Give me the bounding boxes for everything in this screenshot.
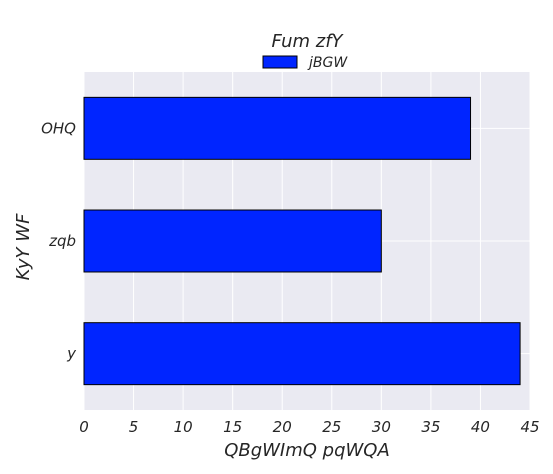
- x-axis-title: QBgWImQ pqWQA: [224, 440, 390, 461]
- bar-zqb: [83, 209, 382, 273]
- y-tick-label: OHQ: [41, 119, 76, 137]
- bar-y: [83, 322, 521, 386]
- x-tick-label: 0: [79, 418, 89, 436]
- bars: [83, 96, 521, 386]
- x-tick-label: 40: [471, 418, 490, 436]
- legend-swatch: [262, 55, 298, 69]
- x-tick-label: 10: [174, 418, 193, 436]
- chart-title: Fum zfY: [271, 31, 344, 52]
- x-tick-label: 35: [421, 418, 440, 436]
- x-tick-label: 5: [129, 418, 139, 436]
- x-tick-label: 20: [273, 418, 292, 436]
- x-tick-label: 45: [520, 418, 539, 436]
- x-tick-label: 15: [223, 418, 242, 436]
- bar-ohq: [83, 96, 472, 160]
- x-tick-label: 30: [372, 418, 391, 436]
- x-tick-label: 25: [322, 418, 341, 436]
- y-tick-label: zqb: [48, 232, 76, 250]
- x-tick-labels: 0 5 10 15 20 25 30 35 40 45: [79, 418, 539, 436]
- y-tick-label: y: [66, 345, 77, 363]
- y-tick-labels: OHQ zqb y: [41, 119, 77, 362]
- legend: jBGW: [262, 55, 348, 71]
- legend-label: jBGW: [307, 55, 348, 71]
- y-axis-title: KyY WF: [13, 213, 34, 280]
